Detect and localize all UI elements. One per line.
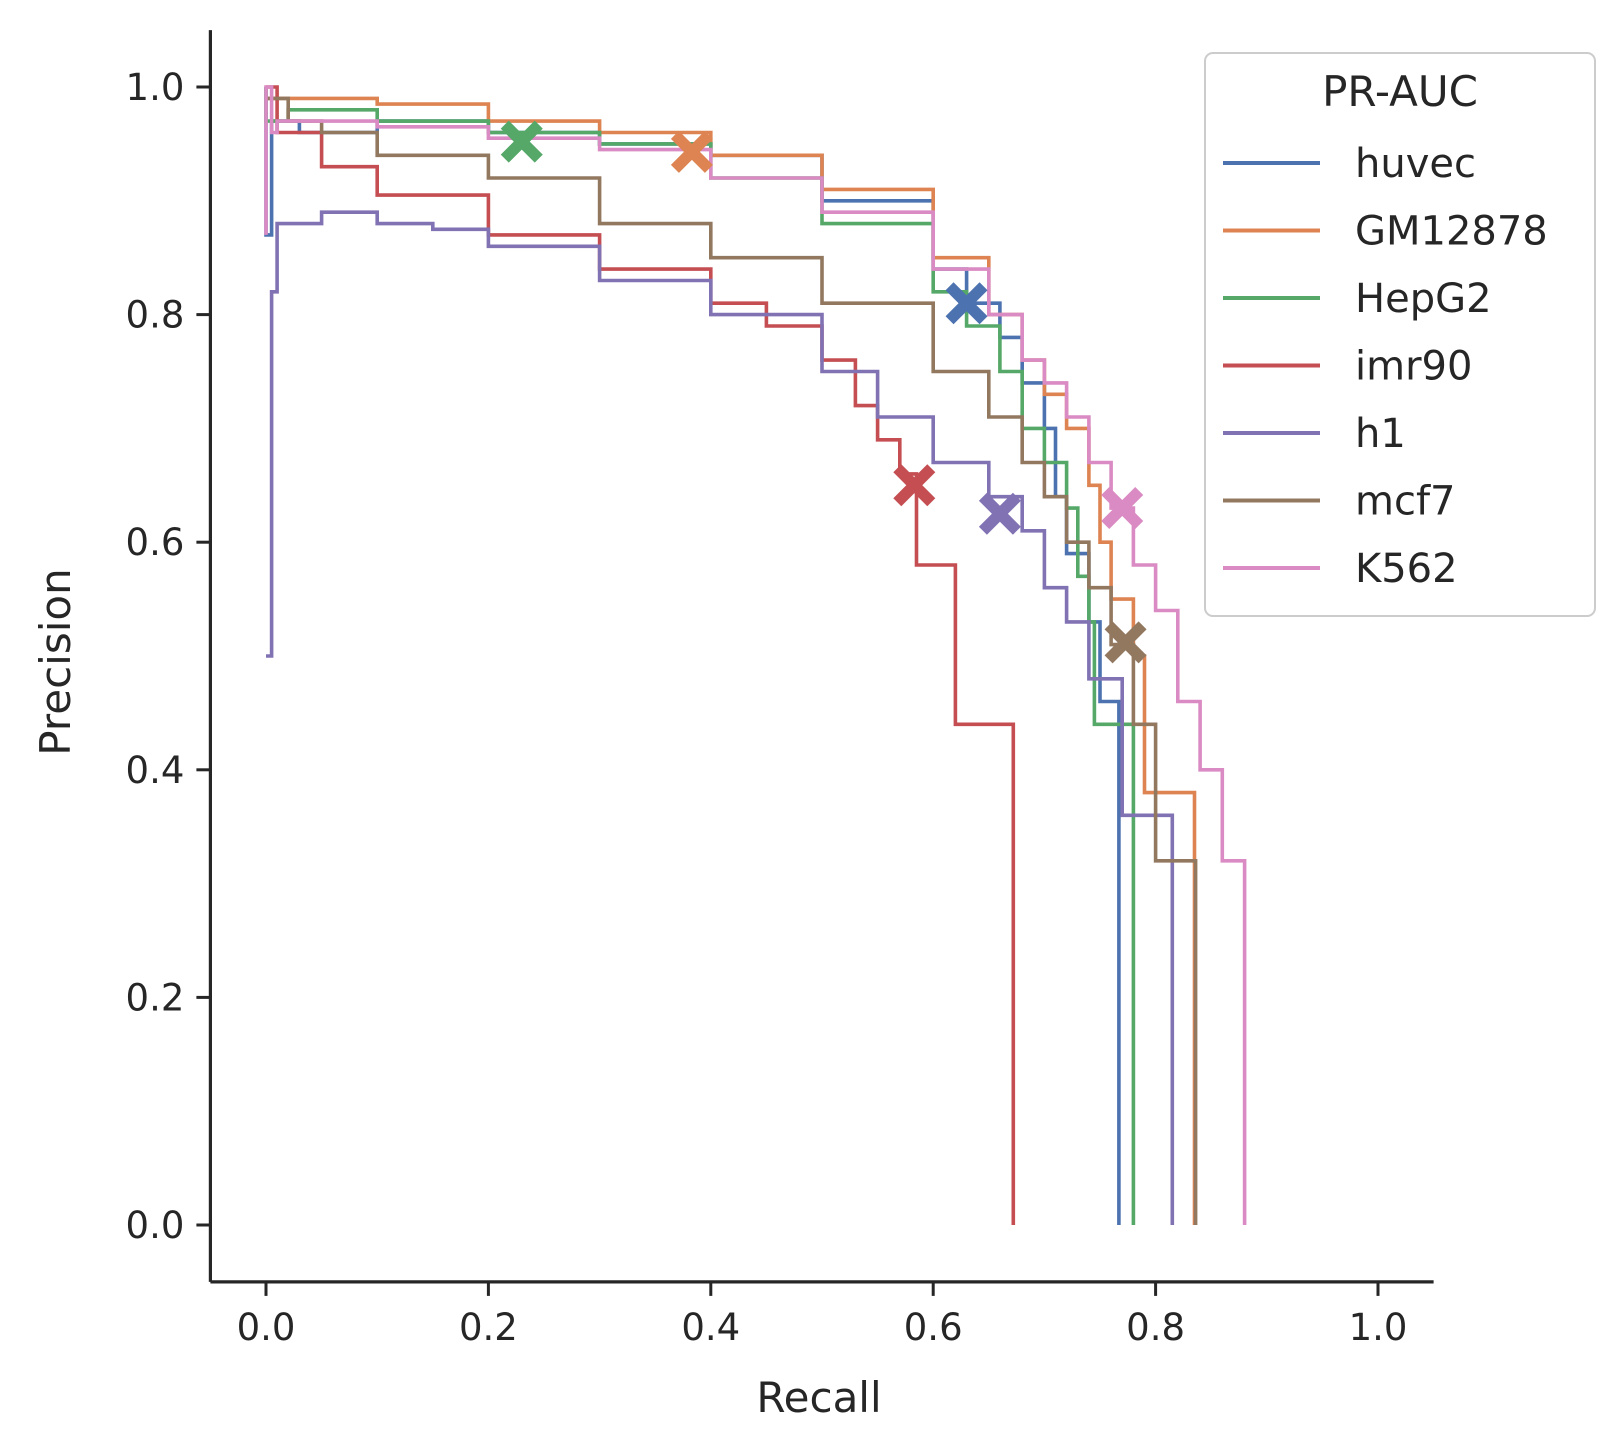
legend-label-huvec: huvec (1355, 141, 1476, 187)
x-tick-label: 0.4 (681, 1306, 740, 1349)
y-tick-label: 1.0 (126, 66, 185, 109)
y-axis-title: Precision (31, 568, 80, 755)
legend-label-imr90: imr90 (1355, 344, 1472, 390)
x-tick-label: 0.6 (904, 1306, 963, 1349)
series-line-imr90 (266, 85, 1016, 1225)
marker-h1 (978, 492, 1021, 535)
x-tick-label: 0.2 (459, 1306, 518, 1349)
marker-layer (500, 120, 1147, 664)
series-line-gm12878 (266, 96, 1197, 1225)
series-line-huvec (264, 87, 1121, 1225)
marker-imr90 (893, 464, 936, 507)
axes: 0.0 0.2 0.4 0.6 0.8 1.0 0.0 0.2 0.4 0.6 0.8 1.0 (126, 30, 1434, 1349)
x-tick-label: 0.0 (237, 1306, 296, 1349)
x-tick-label: 1.0 (1349, 1306, 1408, 1349)
series-line-k562 (264, 85, 1247, 1225)
legend: PR-AUC huvec GM12878 HepG2 imr90 h1 mcf7 K562 (1204, 52, 1596, 617)
legend-label-hepg2: HepG2 (1355, 276, 1492, 322)
series-line-h1 (266, 210, 1175, 1225)
legend-label-gm12878: GM12878 (1355, 209, 1548, 255)
y-tick-label: 0.0 (126, 1204, 185, 1247)
y-tick-label: 0.8 (126, 294, 185, 337)
marker-hepg2 (500, 120, 543, 163)
y-tick-label: 0.2 (126, 976, 185, 1019)
marker-k562 (1101, 487, 1144, 530)
legend-label-mcf7: mcf7 (1355, 479, 1456, 525)
series-line-hepg2 (264, 87, 1136, 1225)
y-tick-label: 0.6 (126, 521, 185, 564)
marker-mcf7 (1104, 621, 1147, 664)
legend-label-h1: h1 (1355, 411, 1406, 457)
series-layer (264, 85, 1247, 1225)
legend-box (1204, 52, 1596, 617)
marker-gm12878 (670, 130, 713, 173)
marker-huvec (945, 282, 988, 325)
x-tick-label: 0.8 (1126, 1306, 1185, 1349)
legend-title: PR-AUC (1322, 67, 1478, 116)
series-line-mcf7 (266, 96, 1198, 1225)
legend-label-k562: K562 (1355, 546, 1458, 592)
x-axis-title: Recall (756, 1373, 881, 1422)
y-tick-label: 0.4 (126, 749, 185, 792)
